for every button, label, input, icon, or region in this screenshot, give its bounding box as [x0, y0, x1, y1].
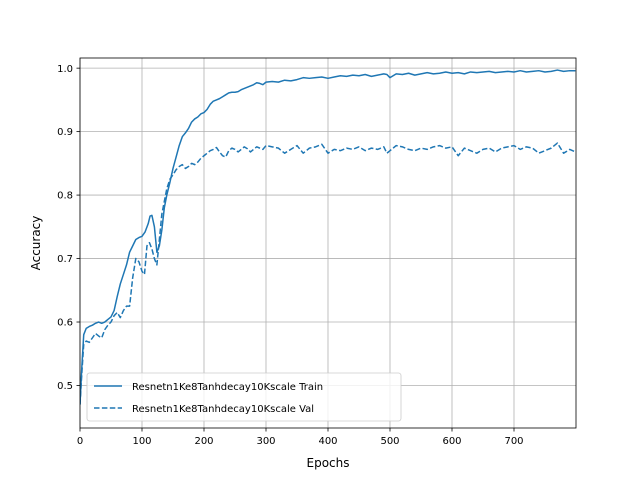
ticks: 0 100 200 300 400 500 600 700 0.5 0.6 0.7 0.8 0.9 1.0: [57, 64, 523, 447]
series-lines: [80, 69, 576, 405]
y-tick-label: 0.8: [57, 191, 73, 202]
y-tick-label: 0.7: [57, 254, 73, 265]
legend-label: Resnetn1Ke8Tanhdecay10Kscale Train: [132, 382, 323, 393]
y-axis-label: Accuracy: [29, 216, 43, 271]
x-tick-label: 500: [380, 436, 399, 447]
x-tick-label: 0: [77, 436, 83, 447]
y-tick-label: 1.0: [57, 64, 73, 75]
x-tick-label: 400: [318, 436, 337, 447]
series-line-dashed: [80, 142, 576, 405]
x-tick-label: 600: [442, 436, 461, 447]
y-tick-label: 0.6: [57, 318, 73, 329]
x-tick-label: 300: [256, 436, 275, 447]
x-tick-label: 200: [194, 436, 213, 447]
y-tick-label: 0.5: [57, 381, 73, 392]
y-tick-label: 0.9: [57, 127, 73, 138]
x-tick-label: 700: [504, 436, 523, 447]
legend: Resnetn1Ke8Tanhdecay10Kscale Train Resnet…: [86, 372, 402, 422]
series-line-solid: [80, 69, 576, 405]
legend-label: Resnetn1Ke8Tanhdecay10Kscale Val: [132, 404, 314, 415]
x-tick-label: 100: [132, 436, 151, 447]
x-axis-label: Epochs: [307, 456, 350, 470]
legend-box: [86, 372, 402, 422]
